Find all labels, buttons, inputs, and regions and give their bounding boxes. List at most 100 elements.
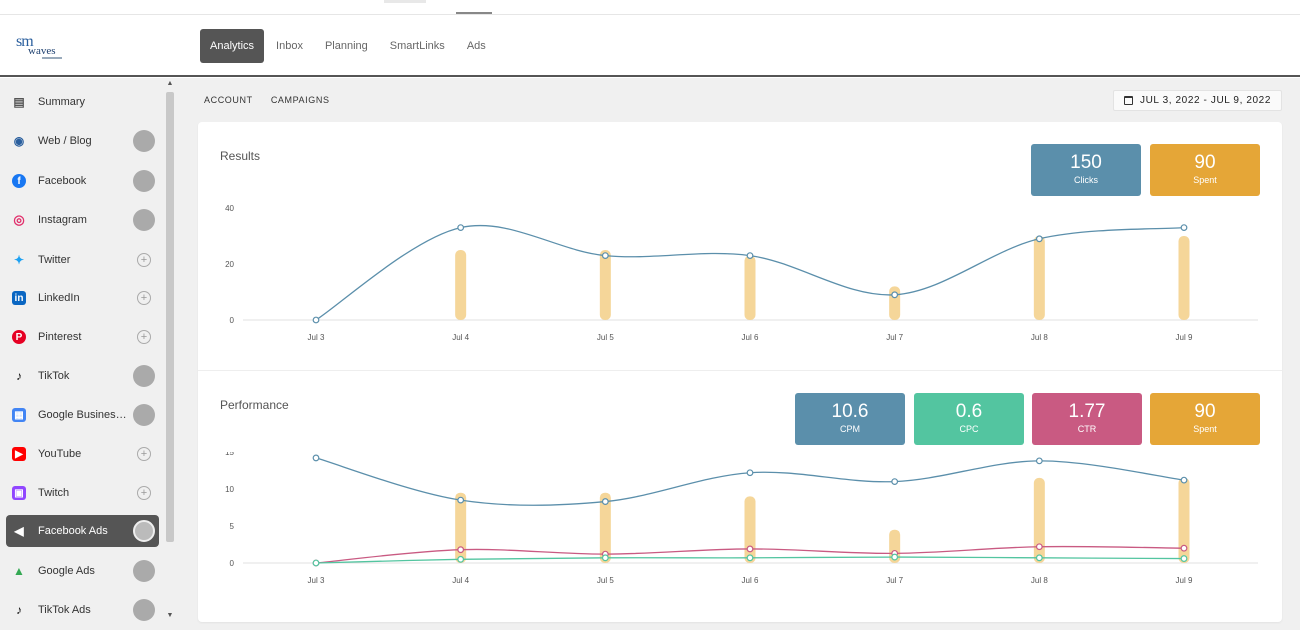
top-strip-marker [384, 0, 426, 3]
sub-navigation: ACCOUNT CAMPAIGNS [204, 95, 345, 105]
tiktok-icon: ♪ [16, 603, 22, 617]
sidebar-item-label: Twitter [38, 254, 71, 266]
sidebar-item-label: Instagram [38, 214, 87, 226]
kpi-value: 90 [1194, 401, 1216, 422]
subnav-account[interactable]: ACCOUNT [204, 95, 253, 105]
app-logo[interactable]: sm waves [16, 33, 68, 63]
data-point [746, 469, 754, 477]
y-tick-label: 5 [230, 522, 235, 531]
twitch-icon: ▣ [12, 486, 26, 500]
status-indicator [133, 365, 155, 387]
sidebar-item-twitch[interactable]: ▣ Twitch + [6, 477, 159, 509]
data-point [1180, 544, 1188, 552]
data-point [457, 496, 465, 504]
tab-smartlinks[interactable]: SmartLinks [389, 40, 445, 52]
spent-bar [744, 496, 756, 563]
data-point [601, 498, 609, 505]
x-tick-label: Jul 3 [308, 576, 325, 585]
x-tick-label: Jul 3 [308, 333, 325, 342]
sidebar-item-label: Facebook [38, 175, 87, 187]
sidebar-item-label: Pinterest [38, 331, 82, 343]
sidebar-item-label: TikTok Ads [38, 604, 91, 616]
sidebar-item-google-ads[interactable]: ▲ Google Ads [6, 555, 159, 587]
kpi-label: Clicks [1074, 175, 1098, 185]
spent-bar [455, 492, 467, 563]
kpi-clicks: 150 Clicks [1031, 144, 1141, 196]
sidebar-item-label: Google Business Profile [38, 409, 130, 421]
tab-analytics[interactable]: Analytics [200, 29, 265, 63]
sidebar-item-summary[interactable]: ▤ Summary [6, 86, 159, 118]
kpi-label: Spent [1193, 175, 1217, 185]
x-tick-label: Jul 7 [886, 576, 903, 585]
sidebar-item-web-blog[interactable]: ◉ Web / Blog [6, 125, 159, 157]
kpi-value: 150 [1070, 152, 1102, 173]
x-tick-label: Jul 7 [886, 333, 903, 342]
tab-planning[interactable]: Planning [324, 40, 368, 52]
spent-bar [1033, 477, 1045, 563]
y-tick-label: 0 [230, 559, 235, 568]
add-circle-icon[interactable]: + [137, 486, 151, 500]
sidebar-item-linkedin[interactable]: in LinkedIn + [6, 282, 159, 314]
kpi-label: CPC [959, 424, 979, 434]
add-circle-icon[interactable]: + [137, 447, 151, 461]
status-indicator [133, 130, 155, 152]
data-point [746, 252, 754, 259]
x-tick-label: Jul 4 [452, 333, 469, 342]
x-tick-label: Jul 8 [1031, 576, 1048, 585]
rss-icon: ◉ [13, 134, 25, 148]
y-tick-label: 20 [225, 260, 234, 269]
kpi-cpc: 0.6 CPC [914, 393, 1024, 445]
pinterest-icon: P [12, 330, 26, 344]
subnav-campaigns[interactable]: CAMPAIGNS [270, 95, 330, 105]
sidebar-item-label: Twitch [38, 487, 70, 499]
add-circle-icon[interactable]: + [137, 253, 151, 267]
sidebar-item-google-business-profile[interactable]: ▦ Google Business Profile [6, 399, 159, 431]
sidebar-item-pinterest[interactable]: P Pinterest + [6, 321, 159, 353]
sidebar-item-youtube[interactable]: ▶ YouTube + [6, 438, 159, 470]
add-circle-icon[interactable]: + [137, 330, 151, 344]
data-point [457, 555, 465, 563]
sidebar-item-tiktok[interactable]: ♪ TikTok [6, 360, 159, 392]
sidebar-item-instagram[interactable]: ◎ Instagram [6, 204, 159, 236]
youtube-icon: ▶ [12, 447, 26, 461]
kpi-value: 1.77 [1068, 401, 1106, 422]
data-point [312, 559, 320, 567]
data-point [746, 554, 754, 562]
kpi-value: 10.6 [831, 401, 869, 422]
sidebar-item-tiktok-ads[interactable]: ♪ TikTok Ads [6, 594, 159, 626]
spent-bar [1178, 236, 1190, 320]
sidebar-item-label: Google Ads [38, 565, 95, 577]
status-indicator [133, 209, 155, 231]
main-content: ACCOUNT CAMPAIGNS JUL 3, 2022 - JUL 9, 2… [176, 78, 1300, 630]
sidebar-item-facebook-ads[interactable]: ◀ Facebook Ads [6, 515, 159, 547]
performance-chart: 0 5 10 15 Jul 3 Jul 4 Jul 5 Jul 6 Jul 7 Jul 8 Jul … [225, 452, 1258, 585]
sidebar-item-twitter[interactable]: ✦ Twitter + [6, 244, 159, 276]
sidebar: ▤ Summary ◉ Web / Blog f Facebook ◎ Instagram ✦ T… [0, 78, 176, 630]
sidebar-scrollbar[interactable] [166, 92, 174, 542]
kpi-label: CTR [1077, 424, 1097, 434]
tab-ads[interactable]: Ads [466, 40, 486, 52]
x-tick-label: Jul 6 [742, 576, 759, 585]
add-circle-icon[interactable]: + [137, 291, 151, 305]
clipboard-icon: ▤ [13, 95, 25, 109]
calendar-icon [1124, 96, 1133, 105]
logo-underline [42, 57, 62, 59]
main-tabs: Analytics Inbox Planning SmartLinks Ads [200, 29, 498, 63]
scroll-up-arrow[interactable]: ▲ [166, 80, 174, 87]
date-range-picker[interactable]: JUL 3, 2022 - JUL 9, 2022 [1113, 90, 1282, 111]
kpi-value: 0.6 [955, 401, 983, 422]
spent-bar [599, 250, 611, 320]
results-title: Results [220, 149, 261, 163]
x-tick-label: Jul 5 [597, 576, 614, 585]
sidebar-item-facebook[interactable]: f Facebook [6, 165, 159, 197]
y-tick-label: 40 [225, 204, 234, 213]
data-point [1035, 554, 1043, 562]
sidebar-item-label: YouTube [38, 448, 82, 460]
spent-bar [455, 250, 467, 320]
tab-inbox[interactable]: Inbox [276, 40, 303, 52]
google-ads-icon: ▲ [13, 564, 25, 578]
sidebar-item-label: Facebook Ads [38, 525, 108, 537]
tiktok-icon: ♪ [16, 369, 22, 383]
scroll-down-arrow[interactable]: ▼ [166, 612, 174, 619]
window-top-strip [0, 0, 1300, 15]
